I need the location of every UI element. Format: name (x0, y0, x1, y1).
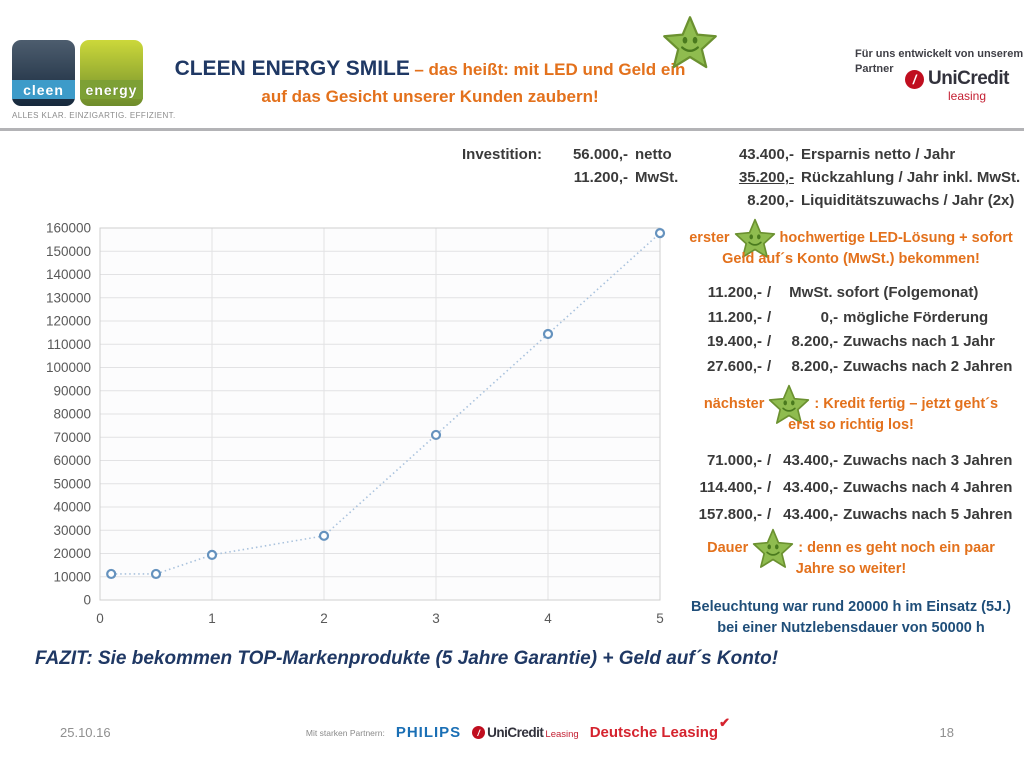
section-naechster-smile: nächster : Kredit fertig – jetzt geht´s … (688, 393, 1014, 528)
svg-text:0: 0 (83, 593, 91, 608)
svg-text:30000: 30000 (53, 523, 91, 538)
section-heading: : Kredit fertig – jetzt geht´s (814, 395, 999, 412)
header-divider (0, 128, 1024, 131)
fazit-statement: FAZIT: Sie bekommen TOP-Markenprodukte (… (35, 648, 779, 669)
section-heading-line2: Jahre so weiter! (795, 561, 907, 577)
section-heading-line2: erst so richtig los! (788, 417, 914, 433)
value-row: 157.800,-/43.400,- Zuwachs nach 5 Jahren (698, 506, 1013, 523)
svg-text:140000: 140000 (46, 267, 91, 282)
svg-text:150000: 150000 (46, 244, 91, 259)
yearly-figures-block: 43.400,- Ersparnis netto / Jahr 35.200,- R… (716, 146, 1020, 215)
partners-label: Mit starken Partnern: (305, 727, 385, 738)
figure-row: 35.200,- Rückzahlung / Jahr inkl. MwSt. (738, 169, 1021, 186)
value-row: 114.400,-/43.400,- Zuwachs nach 4 Jahren (699, 479, 1013, 496)
section-heading: : denn es geht noch ein paar (798, 539, 995, 556)
svg-text:80000: 80000 (53, 407, 91, 422)
cleen-energy-logo: cleen energy ALLES KLAR. EINZIGARTIG. EF… (12, 40, 176, 120)
svg-text:1: 1 (208, 611, 216, 626)
unicredit-leasing-logo: / UniCredit Leasing (472, 725, 579, 740)
logo-tagline: ALLES KLAR. EINZIGARTIG. EFFIZIENT. (12, 111, 176, 120)
deutsche-leasing-check-icon: ✔ (719, 715, 731, 730)
smiley-star-icon (662, 14, 718, 72)
deutsche-leasing-logo: Deutsche Leasing ✔ (589, 715, 731, 741)
value-row: 71.000,-/43.400,- Zuwachs nach 3 Jahren (706, 452, 1013, 469)
section-heading: hochwertige LED-Lösung + sofort (779, 229, 1013, 246)
slide-date: 25.10.16 (60, 725, 111, 740)
figure-row: 8.200,- Liquiditätszuwachs / Jahr (2x) (747, 192, 1015, 209)
philips-logo: PHILIPS (395, 724, 462, 741)
svg-text:70000: 70000 (53, 430, 91, 445)
section-label: erster (689, 229, 730, 246)
investition-block: Investition: 56.000,- netto 11.200,- MwSt. (462, 146, 678, 192)
logo-square-blue: cleen (12, 40, 75, 106)
value-row: 11.200,-/0,- mögliche Förderung (707, 308, 989, 326)
unicredit-leasing-label: leasing (948, 89, 987, 103)
unicredit-ball-icon: / (472, 726, 486, 739)
svg-text:50000: 50000 (53, 476, 91, 491)
svg-text:110000: 110000 (47, 337, 91, 352)
slide-title: CLEEN ENERGY SMILE – das heißt: mit LED … (150, 56, 710, 110)
svg-text:120000: 120000 (46, 314, 91, 329)
title-sub-line1: – das heißt: mit LED und Geld ein (414, 60, 686, 79)
svg-text:3: 3 (432, 611, 440, 626)
partner-note: Für uns entwickelt von unserem Partner (855, 48, 1024, 75)
svg-text:2: 2 (320, 611, 328, 626)
smiley-star-icon (752, 527, 794, 571)
liquidity-line-chart: 0 10000 20000 30000 40000 50000 60000 70000 8000… (28, 218, 678, 630)
svg-text:100000: 100000 (46, 360, 91, 375)
logo-word-cleen: cleen (12, 80, 75, 99)
value-row: 19.400,-/8.200,- Zuwachs nach 1 Jahr (706, 333, 995, 350)
svg-text:10000: 10000 (53, 569, 91, 584)
svg-text:40000: 40000 (53, 500, 91, 515)
svg-text:160000: 160000 (46, 221, 91, 236)
svg-text:60000: 60000 (53, 453, 91, 468)
investition-label: Investition: (462, 146, 543, 163)
svg-text:90000: 90000 (53, 383, 91, 398)
logo-square-green: energy (80, 40, 143, 106)
svg-text:20000: 20000 (53, 546, 91, 561)
logo-word-energy: energy (80, 80, 143, 99)
figure-row: 43.400,- Ersparnis netto / Jahr (738, 146, 956, 163)
chart-canvas: 0 10000 20000 30000 40000 50000 60000 70000 8000… (46, 221, 666, 626)
svg-text:0: 0 (96, 611, 104, 626)
unicredit-logo: / UniCredit (905, 68, 1010, 90)
title-sub-line2: auf das Gesicht unserer Kunden zaubern! (261, 87, 599, 106)
svg-text:130000: 130000 (46, 290, 91, 305)
section-dauer-smile: Dauer : denn es geht noch ein paar Jahre… (688, 537, 1014, 580)
section-label: nächster (703, 395, 765, 412)
svg-text:4: 4 (544, 611, 552, 626)
investition-row: 56.000,- netto (572, 146, 672, 163)
section-erster-smile: erster hochwertige LED-Lösung + sofort G… (688, 227, 1014, 379)
unicredit-ball-icon: / (905, 69, 924, 89)
section-label: Dauer (707, 539, 749, 556)
value-row: 27.600,-/8.200,- Zuwachs nach 2 Jahren (706, 357, 1013, 375)
lifetime-note: Beleuchtung war rund 20000 h im Einsatz … (691, 599, 1011, 636)
page-number: 18 (939, 725, 954, 740)
svg-text:5: 5 (656, 611, 664, 626)
value-row: 11.200,- / MwSt. sofort (Folgemonat) (707, 284, 979, 301)
investition-row: 11.200,- MwSt. (573, 169, 679, 186)
footer-partners: Mit starken Partnern: PHILIPS / UniCredi… (0, 715, 1024, 741)
title-main: CLEEN ENERGY SMILE (174, 57, 410, 80)
section-heading-line2: Geld auf´s Konto (MwSt.) bekommen! (722, 251, 980, 267)
